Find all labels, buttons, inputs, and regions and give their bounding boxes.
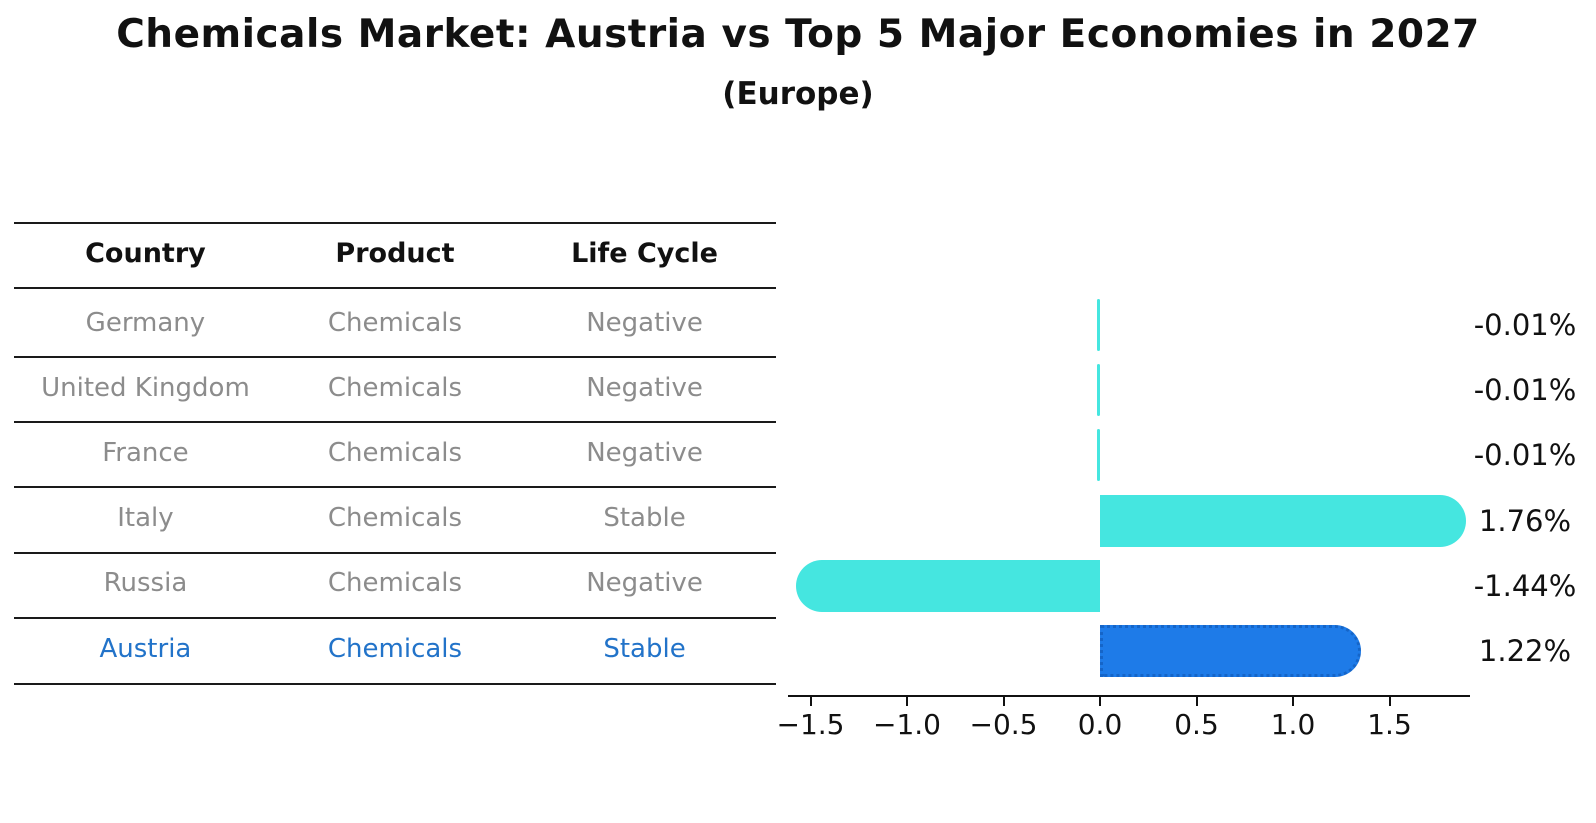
- x-axis-tick: [906, 697, 908, 706]
- cell-life-cycle: Stable: [603, 503, 686, 533]
- cell-product: Chemicals: [327, 503, 463, 533]
- x-axis-tick: [809, 697, 812, 706]
- table-row-germany: Germany Chemicals Negative: [14, 308, 776, 344]
- cell-country: Germany: [85, 308, 206, 338]
- table-top-border: [14, 222, 776, 224]
- column-header-country: Country: [85, 238, 206, 269]
- page-subtitle: (Europe): [722, 76, 874, 112]
- x-axis-tick: [1292, 697, 1294, 706]
- x-axis-tick: [1195, 697, 1198, 706]
- table-row-divider: [14, 486, 776, 488]
- x-axis-tick-label: −1.5: [776, 708, 845, 741]
- x-axis-tick: [1388, 697, 1391, 706]
- cell-product: Chemicals: [327, 373, 463, 403]
- table-row-united-kingdom: United Kingdom Chemicals Negative: [14, 373, 776, 409]
- x-axis-tick: [1099, 697, 1101, 706]
- value-label-austria: 1.22%: [1478, 634, 1572, 668]
- bar-italy: [1100, 494, 1466, 547]
- cell-product: Chemicals: [327, 568, 463, 598]
- x-axis-line: [788, 695, 1470, 697]
- cell-product: Chemicals: [327, 308, 463, 338]
- x-axis-tick-label: 1.5: [1367, 708, 1412, 741]
- x-axis-tick-label: 1.0: [1270, 708, 1316, 741]
- bar-germany: [1096, 298, 1100, 351]
- x-axis-tick-label: −0.5: [969, 708, 1038, 741]
- cell-country: United Kingdom: [41, 373, 250, 403]
- table-row-divider: [14, 552, 776, 554]
- cell-product: Chemicals: [327, 438, 463, 468]
- value-label-united-kingdom: -0.01%: [1473, 373, 1577, 407]
- table-row-divider: [14, 617, 776, 619]
- cell-product: Chemicals: [327, 634, 463, 664]
- table-row-divider: [14, 421, 776, 423]
- column-header-life-cycle: Life Cycle: [571, 238, 718, 269]
- table-bottom-border: [14, 683, 776, 685]
- cell-life-cycle: Stable: [603, 634, 686, 664]
- cell-life-cycle: Negative: [586, 308, 703, 338]
- cell-country: Austria: [99, 634, 192, 664]
- bar-united-kingdom: [1096, 364, 1100, 416]
- x-axis-tick-label: 0.5: [1174, 708, 1219, 741]
- table-row-austria: Austria Chemicals Stable: [14, 634, 776, 670]
- x-axis-tick: [1002, 697, 1005, 706]
- table-row-russia: Russia Chemicals Negative: [14, 568, 776, 604]
- page-title: Chemicals Market: Austria vs Top 5 Major…: [116, 12, 1480, 57]
- bar-france: [1096, 429, 1100, 482]
- x-axis-tick-label: 0.0: [1077, 708, 1123, 741]
- cell-country: France: [102, 438, 189, 468]
- bar-russia: [796, 559, 1100, 612]
- x-axis-tick-label: −1.0: [873, 708, 941, 741]
- table-header-divider: [14, 287, 776, 289]
- value-label-france: -0.01%: [1473, 438, 1577, 473]
- value-label-russia: -1.44%: [1473, 568, 1577, 603]
- cell-life-cycle: Negative: [586, 568, 703, 598]
- cell-country: Russia: [103, 568, 188, 598]
- bar-austria: [1100, 625, 1362, 677]
- cell-life-cycle: Negative: [586, 438, 703, 468]
- value-label-italy: 1.76%: [1478, 503, 1572, 538]
- cell-life-cycle: Negative: [586, 373, 703, 403]
- table-row-france: France Chemicals Negative: [14, 438, 776, 474]
- cell-country: Italy: [117, 503, 174, 533]
- table-header-row: Country Product Life Cycle: [14, 238, 776, 274]
- value-label-germany: -0.01%: [1473, 307, 1577, 342]
- table-row-divider: [14, 356, 776, 358]
- table-row-italy: Italy Chemicals Stable: [14, 503, 776, 539]
- column-header-product: Product: [335, 238, 455, 269]
